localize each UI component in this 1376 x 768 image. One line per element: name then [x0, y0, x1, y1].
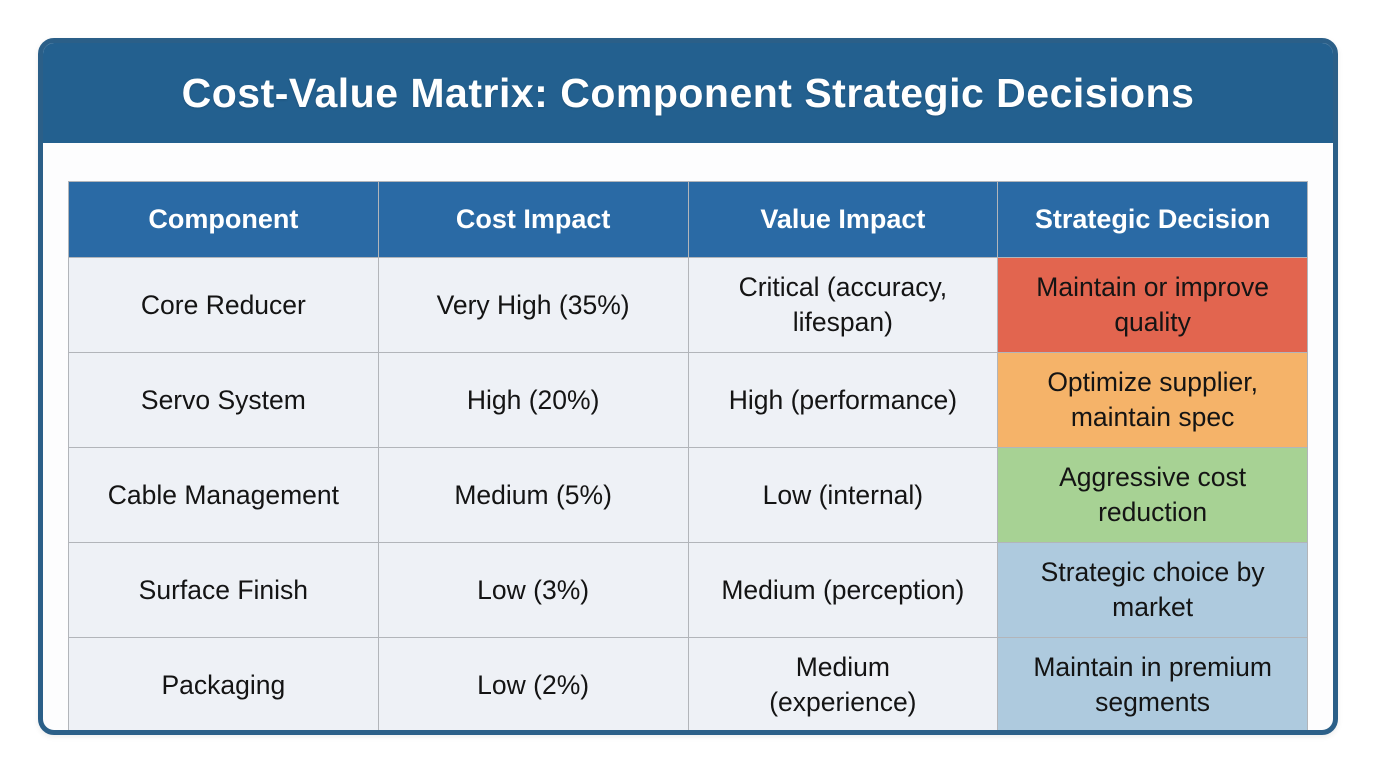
header-cell-component: Component: [68, 181, 379, 258]
table-body: Core Reducer Very High (35%) Critical (a…: [68, 257, 1308, 730]
title-bar: Cost-Value Matrix: Component Strategic D…: [43, 43, 1333, 143]
decision-cell: Maintain in premium segments: [997, 637, 1308, 730]
component-cell: Cable Management: [68, 447, 379, 543]
value-impact-cell: Medium (experience): [687, 637, 999, 730]
component-cell: Surface Finish: [68, 542, 379, 638]
cost-value-table: Component Cost Impact Value Impact Strat…: [68, 181, 1308, 730]
table-row: Cable Management Medium (5%) Low (intern…: [68, 447, 1308, 543]
decision-cell: Optimize supplier, maintain spec: [997, 352, 1308, 448]
decision-cell: Strategic choice by market: [997, 542, 1308, 638]
page-title: Cost-Value Matrix: Component Strategic D…: [181, 69, 1195, 116]
decision-cell: Maintain or improve quality: [997, 257, 1308, 353]
cost-impact-cell: Low (3%): [377, 542, 689, 638]
table-row: Packaging Low (2%) Medium (experience) M…: [68, 637, 1308, 730]
table-row: Core Reducer Very High (35%) Critical (a…: [68, 257, 1308, 353]
header-row: Component Cost Impact Value Impact Strat…: [68, 181, 1308, 258]
value-impact-cell: Medium (perception): [687, 542, 999, 638]
value-impact-cell: Critical (accuracy, lifespan): [687, 257, 999, 353]
component-cell: Servo System: [68, 352, 379, 448]
cost-impact-cell: Medium (5%): [377, 447, 689, 543]
table-row: Servo System High (20%) High (performanc…: [68, 352, 1308, 448]
value-impact-cell: High (performance): [687, 352, 999, 448]
matrix-card: Cost-Value Matrix: Component Strategic D…: [38, 38, 1338, 735]
cost-impact-cell: High (20%): [377, 352, 689, 448]
cost-impact-cell: Low (2%): [377, 637, 689, 730]
component-cell: Core Reducer: [68, 257, 379, 353]
header-cell-strategic-decision: Strategic Decision: [997, 181, 1308, 258]
header-cell-cost-impact: Cost Impact: [377, 181, 689, 258]
table-container: Component Cost Impact Value Impact Strat…: [68, 181, 1308, 730]
decision-cell: Aggressive cost reduction: [997, 447, 1308, 543]
header-cell-value-impact: Value Impact: [687, 181, 999, 258]
table-row: Surface Finish Low (3%) Medium (percepti…: [68, 542, 1308, 638]
cost-impact-cell: Very High (35%): [377, 257, 689, 353]
component-cell: Packaging: [68, 637, 379, 730]
value-impact-cell: Low (internal): [687, 447, 999, 543]
